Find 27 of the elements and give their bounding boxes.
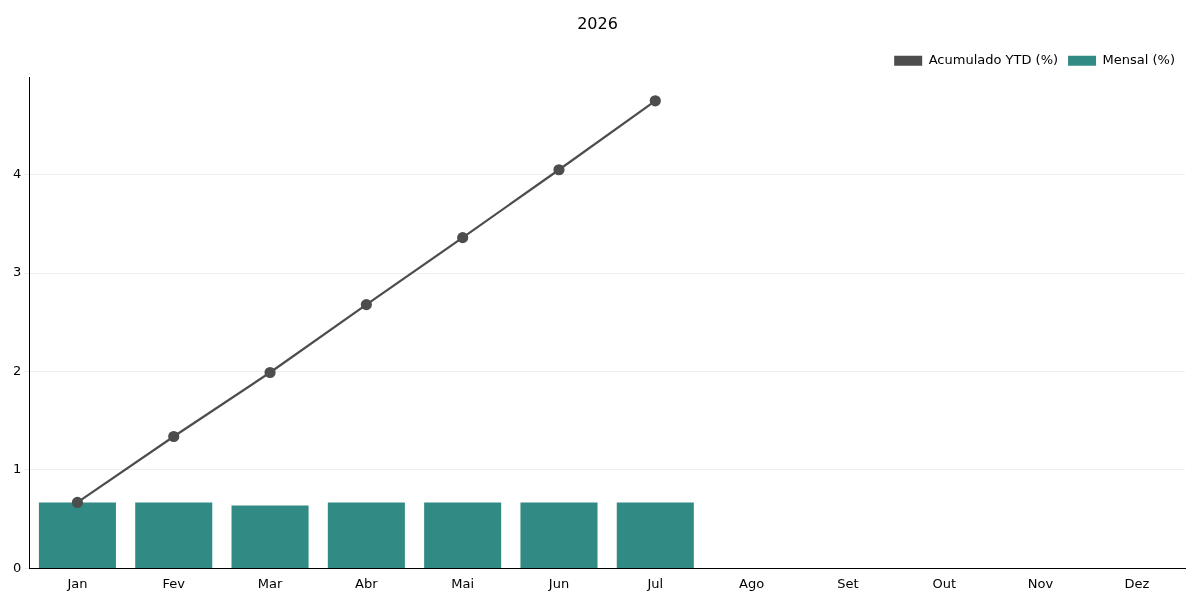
legend-label: Mensal (%)	[1102, 52, 1175, 68]
y-tick-label: 1	[12, 461, 22, 477]
point	[71, 496, 84, 509]
x-tick-label: Mar	[257, 575, 283, 591]
chart-title: 2026	[577, 13, 618, 33]
y-tick-label: 0	[12, 559, 22, 575]
x-tick-label: Ago	[739, 575, 765, 591]
y-tick-label: 3	[12, 264, 22, 280]
x-tick-label: Fev	[162, 575, 186, 591]
y-tick-label: 4	[12, 166, 22, 182]
legend-label: Acumulado YTD (%)	[928, 52, 1059, 68]
x-tick-label: Set	[837, 575, 859, 591]
x-tick-label: Jul	[646, 575, 664, 591]
x-tick-label: Mai	[451, 575, 475, 591]
point	[553, 164, 565, 176]
x-tick-label: Abr	[355, 575, 379, 591]
x-tick-label: Jan	[66, 575, 88, 591]
point	[649, 95, 661, 107]
x-tick-label: Out	[932, 575, 957, 591]
x-tick-label: Nov	[1027, 575, 1054, 591]
point	[168, 430, 180, 443]
y-tick-label: 2	[12, 362, 22, 378]
point	[457, 232, 469, 244]
x-tick-label: Dez	[1124, 575, 1150, 591]
point	[360, 298, 372, 311]
point	[264, 366, 276, 379]
x-tick-label: Jun	[547, 575, 570, 591]
